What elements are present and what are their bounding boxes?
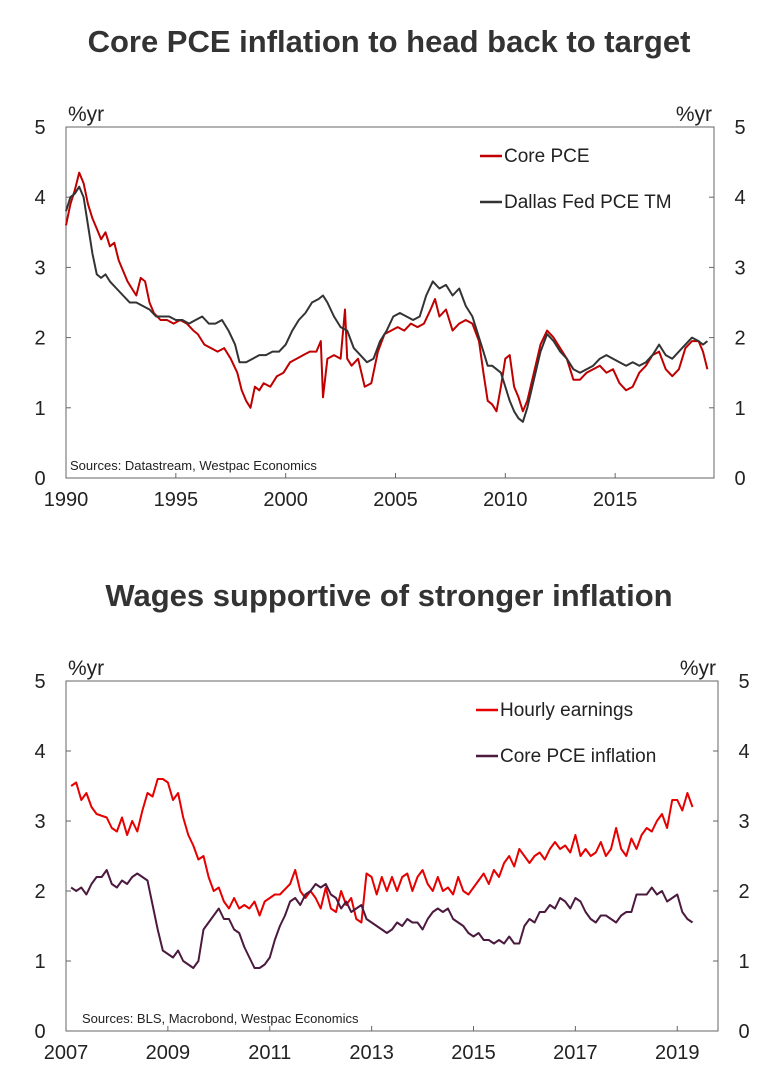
chart-1-legend-label-2: Dallas Fed PCE TM xyxy=(504,192,672,213)
chart-2-y-tick-label-left: 5 xyxy=(34,671,45,693)
chart-1-y-tick-label-right: 4 xyxy=(734,187,745,209)
chart-2-series-line-2 xyxy=(70,869,694,969)
chart-2-source-note: Sources: BLS, Macrobond, Westpac Economi… xyxy=(82,1011,359,1026)
chart-1-x-tick-label: 1990 xyxy=(44,489,89,511)
chart-1-y-tick-label-right: 0 xyxy=(734,468,745,490)
chart-2-legend-label-2: Core PCE inflation xyxy=(500,746,656,767)
chart-2-x-tick-label: 2019 xyxy=(655,1042,700,1064)
chart-1-y-unit-left: %yr xyxy=(68,103,104,126)
chart-2-y-unit-right: %yr xyxy=(680,657,716,680)
chart-2-y-tick-label-left: 4 xyxy=(34,741,45,763)
chart-2-y-tick-label-right: 1 xyxy=(738,951,749,973)
chart-1-y-tick-label-left: 4 xyxy=(34,187,45,209)
chart-2-legend-label-1: Hourly earnings xyxy=(500,700,633,721)
chart-1: 0 0 1 1 2 2 3 3 4 4 5 5 %yr %yr 1990 1995 2000 2005 2010 20… xyxy=(34,103,745,511)
chart-1-source-note: Sources: Datastream, Westpac Economics xyxy=(70,458,317,473)
chart-1-y-tick-label-left: 5 xyxy=(34,117,45,139)
chart-2-y-tick-label-right: 4 xyxy=(738,741,749,763)
chart-1-x-tick-label: 2005 xyxy=(373,489,418,511)
chart-1-y-tick-label-right: 2 xyxy=(734,328,745,350)
chart-2-y-tick-label-right: 2 xyxy=(738,881,749,903)
chart-1-y-tick-label-left: 0 xyxy=(34,468,45,490)
chart-2-x-tick-label: 2017 xyxy=(553,1042,598,1064)
chart-1-y-tick-label-left: 3 xyxy=(34,257,45,279)
chart-2-y-tick-label-left: 2 xyxy=(34,881,45,903)
chart-2-x-tick-label: 2011 xyxy=(248,1042,291,1064)
chart-1-x-tick-label: 2000 xyxy=(263,489,308,511)
chart-1-y-tick-label-left: 1 xyxy=(34,398,45,420)
chart-2-title: Wages supportive of stronger inflation xyxy=(105,578,673,613)
chart-1-y-unit-right: %yr xyxy=(676,103,712,126)
chart-2-y-tick-label-right: 3 xyxy=(738,811,749,833)
chart-1-series-line-1 xyxy=(65,171,709,413)
chart-1-plot-area xyxy=(65,126,715,479)
chart-2-x-tick-label: 2015 xyxy=(451,1042,496,1064)
chart-2-y-unit-left: %yr xyxy=(68,657,104,680)
chart-1-title: Core PCE inflation to head back to targe… xyxy=(87,24,691,59)
chart-2-x-tick-label: 2013 xyxy=(349,1042,394,1064)
chart-1-series-line-2 xyxy=(65,185,709,423)
chart-1-y-tick-label-right: 3 xyxy=(734,257,745,279)
chart-2-y-tick-label-left: 3 xyxy=(34,811,45,833)
chart-1-x-tick-label: 1995 xyxy=(154,489,199,511)
chart-1-x-tick-label: 2010 xyxy=(483,489,528,511)
chart-2-series-line-1 xyxy=(70,778,694,924)
chart-2-x-tick-label: 2009 xyxy=(146,1042,191,1064)
chart-1-y-tick-label-left: 2 xyxy=(34,328,45,350)
chart-1-legend-label-1: Core PCE xyxy=(504,146,590,167)
chart-2-y-tick-label-right: 5 xyxy=(738,671,749,693)
chart-2-x-tick-label: 2007 xyxy=(44,1042,89,1064)
chart-1-x-tick-label: 2015 xyxy=(593,489,638,511)
chart-1-y-tick-label-right: 5 xyxy=(734,117,745,139)
chart-1-y-tick-label-right: 1 xyxy=(734,398,745,420)
chart-2-y-tick-label-right: 0 xyxy=(738,1021,749,1043)
chart-2-y-tick-label-left: 1 xyxy=(34,951,45,973)
chart-2-y-tick-label-left: 0 xyxy=(34,1021,45,1043)
chart-2-plot-area xyxy=(65,680,719,1032)
